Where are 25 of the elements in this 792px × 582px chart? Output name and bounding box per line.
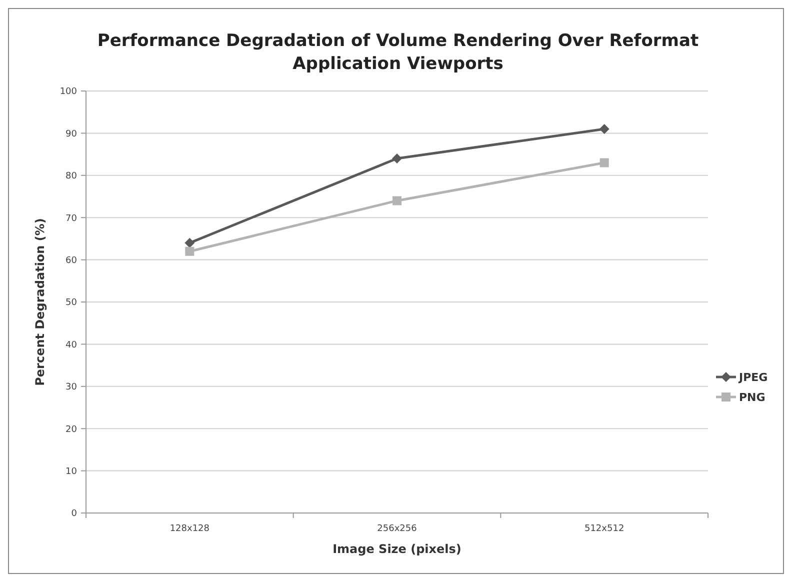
x-tick-label: 128x128 [170, 524, 210, 534]
y-tick-label: 60 [66, 256, 78, 266]
y-tick-label: 0 [71, 509, 78, 520]
y-tick-label: 10 [66, 466, 78, 477]
point [600, 158, 609, 168]
x-tick-label: 512x512 [584, 524, 624, 534]
x-axis-title: Image Size (pixels) [332, 542, 462, 556]
y-tick-label: 80 [66, 172, 78, 182]
x-tick-label: 256x256 [377, 524, 418, 534]
y-axis-title: Percent Degradation (%) [33, 218, 47, 386]
y-tick-label: 100 [60, 87, 78, 98]
y-tick-label: 20 [66, 424, 78, 435]
point [392, 154, 402, 164]
y-tick-label: 90 [66, 129, 78, 140]
point [392, 196, 402, 206]
point [599, 124, 610, 134]
legend-label: PNG [739, 390, 766, 404]
y-tick-label: 50 [66, 298, 78, 308]
y-tick-label: 70 [66, 214, 78, 224]
point [185, 246, 194, 256]
chart-title: Performance Degradation of Volume Rendering Over Reformat Application Viewports [97, 31, 699, 74]
y-tick-label: 30 [66, 382, 78, 393]
y-tick-label: 40 [66, 340, 78, 350]
legend-label: JPEG [738, 370, 768, 384]
point [184, 238, 195, 248]
